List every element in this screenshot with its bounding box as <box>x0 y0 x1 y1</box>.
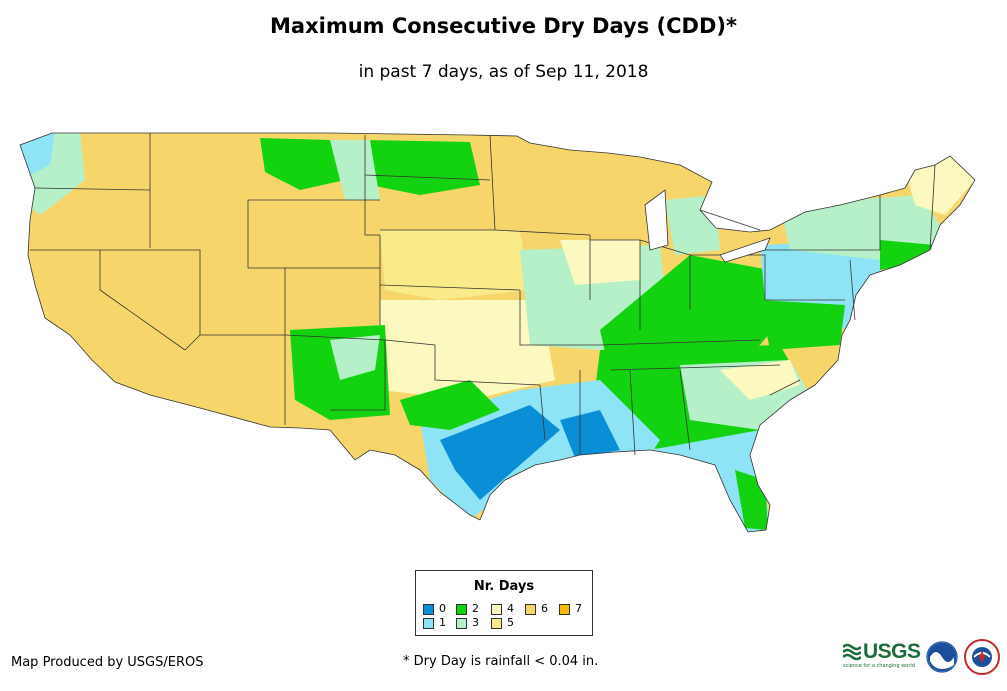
region-midwest-pale <box>560 240 640 285</box>
nws-logo-icon <box>964 639 1000 675</box>
region-central-plains <box>380 230 530 300</box>
legend-swatch <box>491 603 502 615</box>
usgs-tagline: science for a changing world <box>843 663 915 669</box>
region-new-mexico-light <box>330 335 380 380</box>
legend-item-5: 5 <box>491 617 514 629</box>
legend-swatch <box>456 617 467 629</box>
region-dakotas-green <box>365 140 480 195</box>
legend-label: 5 <box>507 616 514 629</box>
legend-label: 0 <box>439 602 446 615</box>
legend-item-4: 4 <box>491 603 514 615</box>
legend-label: 7 <box>575 602 582 615</box>
region-dakotas-light <box>330 140 380 200</box>
region-ny-green <box>880 240 935 270</box>
legend-swatch <box>559 603 570 615</box>
legend-item-2: 2 <box>456 603 479 615</box>
legend-label: 1 <box>439 616 446 629</box>
legend-label: 2 <box>472 602 479 615</box>
region-ohio-valley <box>600 255 780 375</box>
region-texas-green <box>400 380 500 430</box>
usgs-logo: USGS science for a changing world <box>843 640 923 670</box>
legend-item-3: 3 <box>456 617 479 629</box>
map-credit: Map Produced by USGS/EROS <box>11 655 204 670</box>
usgs-wordmark: USGS <box>863 640 921 663</box>
legend-label: 4 <box>507 602 514 615</box>
legend-swatch <box>525 603 536 615</box>
legend-item-1: 1 <box>423 617 446 629</box>
region-maine <box>905 156 975 215</box>
region-southern-plains <box>380 300 555 400</box>
legend-swatch <box>423 603 434 615</box>
legend-item-6: 6 <box>525 603 548 615</box>
legend-title: Nr. Days <box>473 579 535 594</box>
dry-day-footnote: * Dry Day is rainfall < 0.04 in. <box>403 654 599 669</box>
lake-erie <box>719 237 771 263</box>
region-montana-green <box>260 138 345 190</box>
legend-item-0: 0 <box>423 603 446 615</box>
us-cdd-map <box>19 132 976 533</box>
map-title: Maximum Consecutive Dry Days (CDD)* <box>270 14 737 38</box>
legend-swatch <box>456 603 467 615</box>
noaa-logo-icon <box>926 641 958 673</box>
legend-label: 3 <box>472 616 479 629</box>
lake-michigan <box>644 189 669 251</box>
legend-label: 6 <box>541 602 548 615</box>
map-subtitle: in past 7 days, as of Sep 11, 2018 <box>358 62 649 82</box>
region-texas-wet <box>440 405 560 500</box>
usgs-wave-icon <box>843 643 861 661</box>
legend-swatch <box>491 617 502 629</box>
legend-item-7: 7 <box>559 603 582 615</box>
region-louisiana-wet <box>560 410 620 458</box>
legend-swatch <box>423 617 434 629</box>
region-virginia <box>760 300 845 350</box>
